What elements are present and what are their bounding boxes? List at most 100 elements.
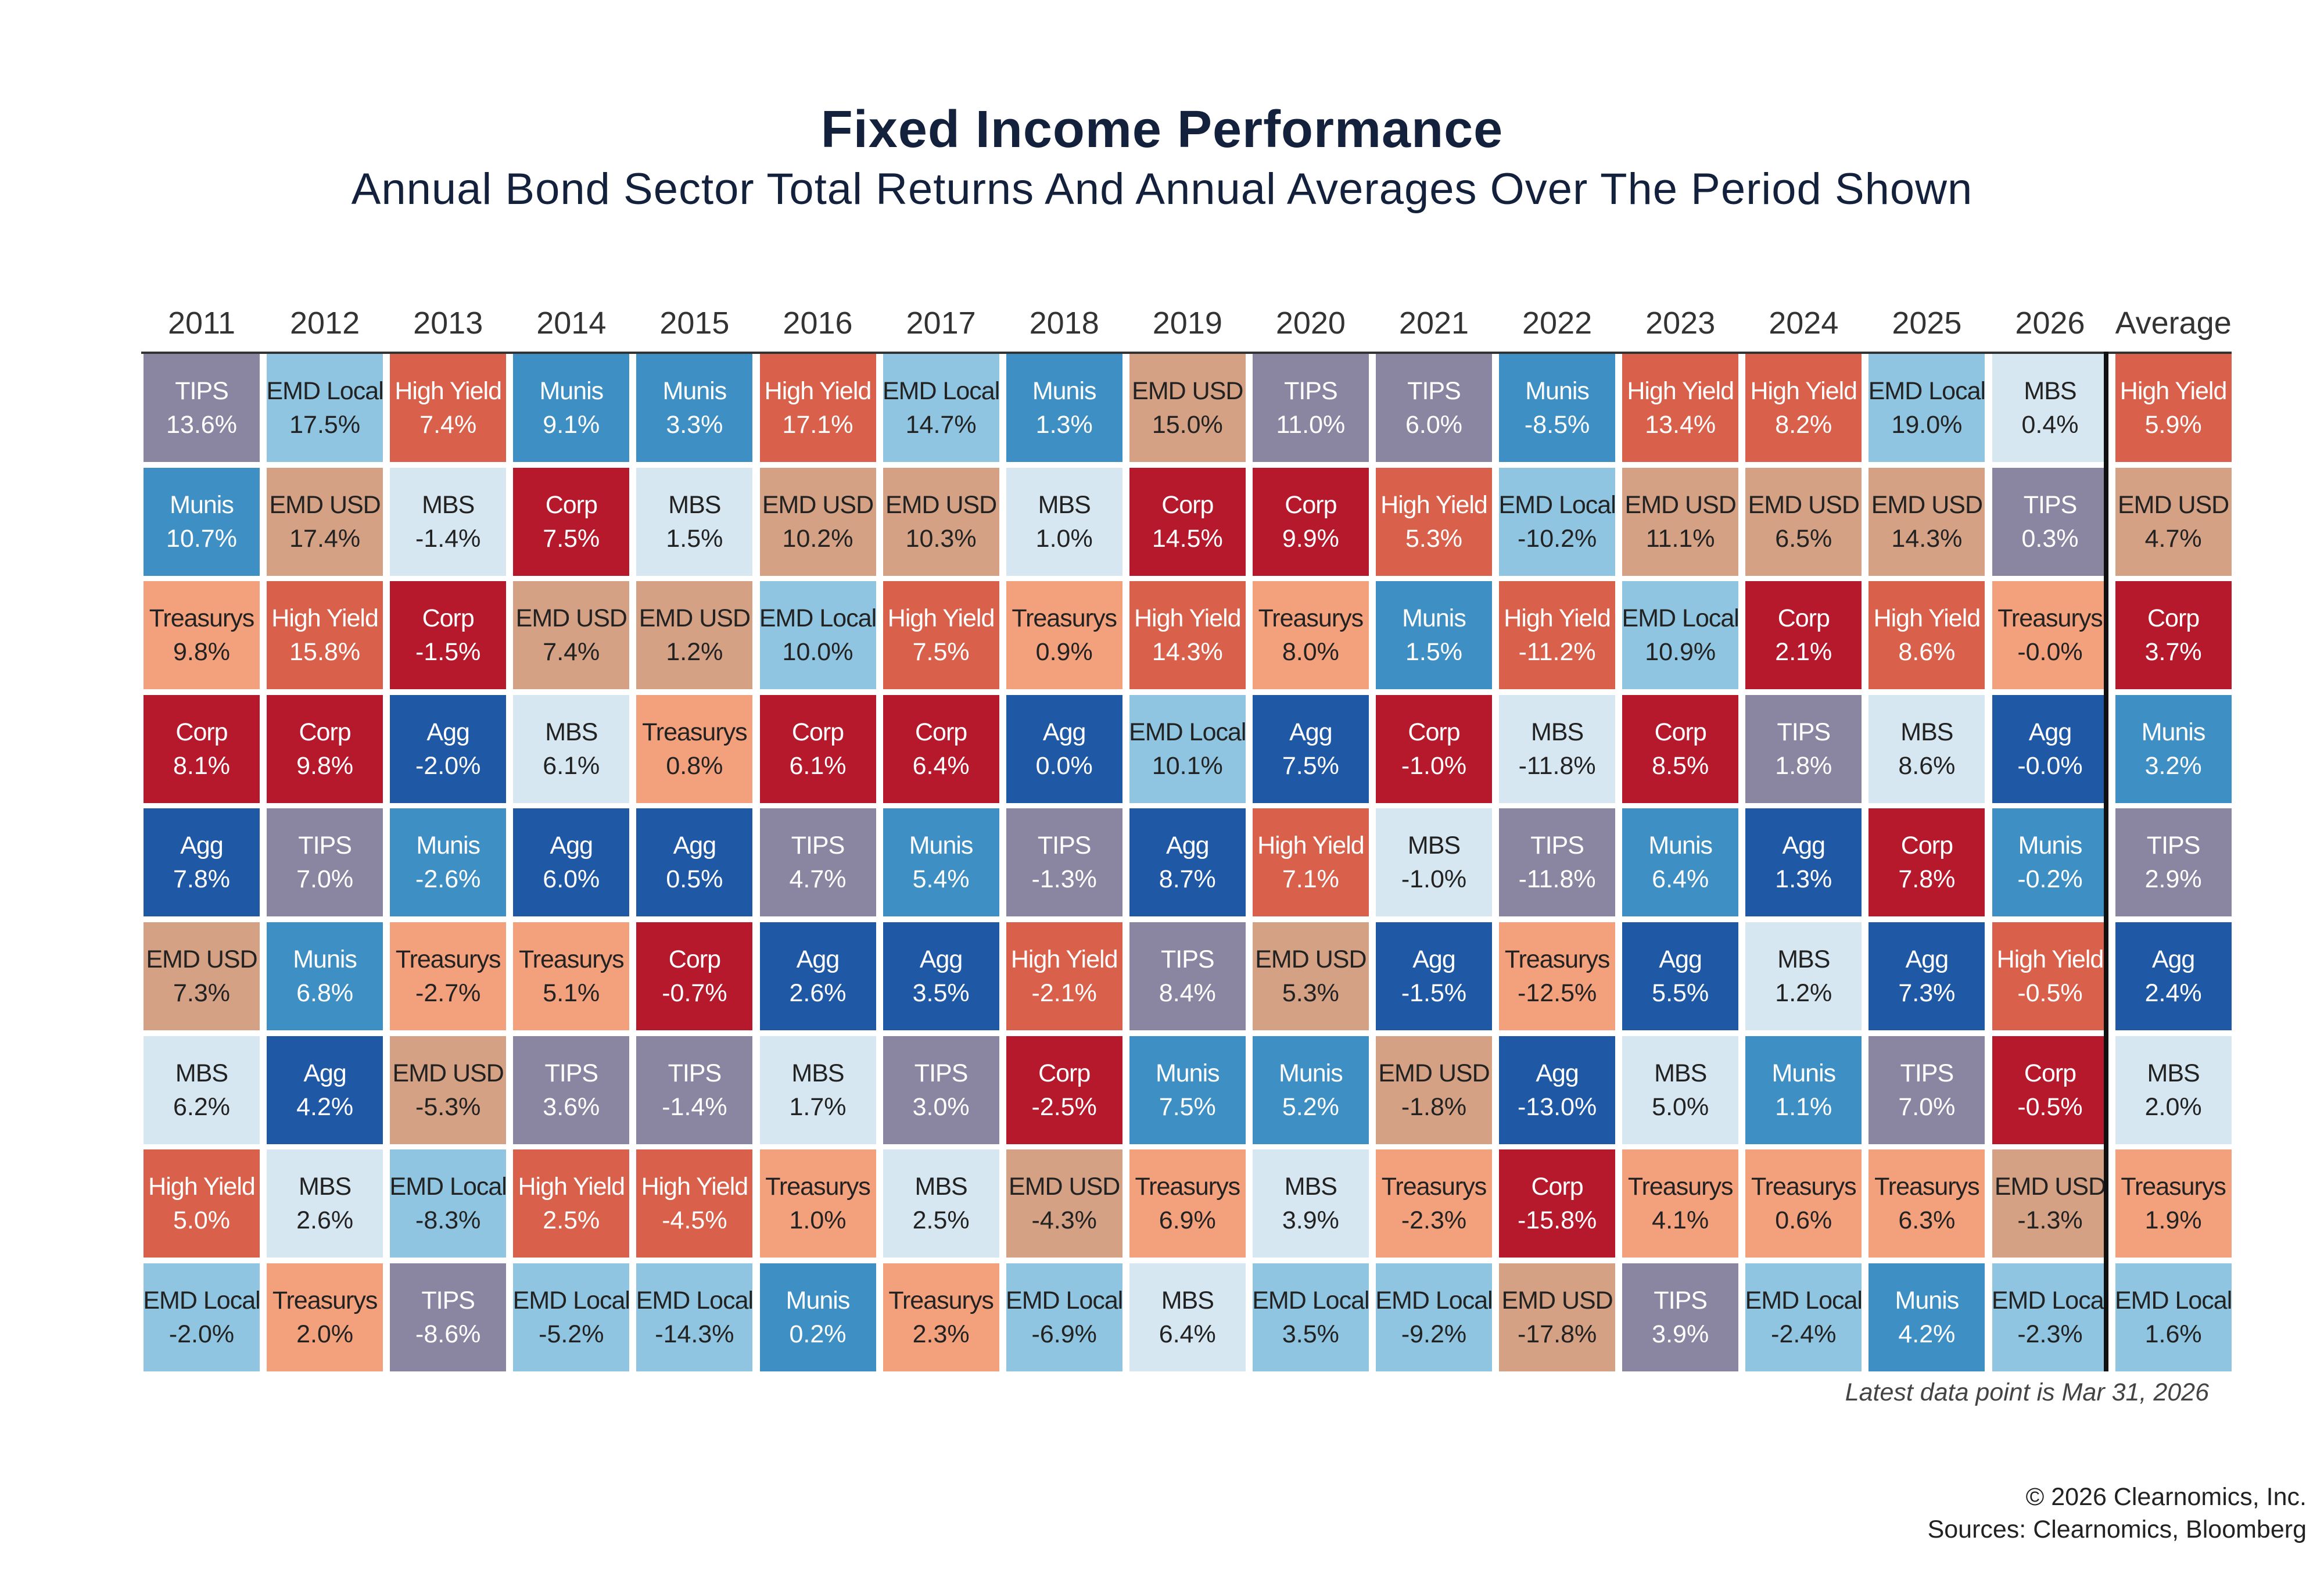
return-value: 1.6% xyxy=(2144,1320,2202,1348)
sector-label: Corp xyxy=(175,718,228,746)
return-cell: Munis -2.6% xyxy=(390,808,507,917)
sector-label: High Yield xyxy=(1380,490,1488,519)
return-value: 5.0% xyxy=(1652,1092,1709,1121)
return-cell: TIPS 3.9% xyxy=(1622,1263,1739,1371)
return-value: 14.7% xyxy=(905,411,977,439)
return-cell: EMD USD 4.7% xyxy=(2115,467,2232,576)
return-cell: TIPS -8.6% xyxy=(390,1263,507,1371)
return-value: 1.3% xyxy=(1035,411,1093,439)
return-value: 1.3% xyxy=(1775,865,1832,894)
return-value: 1.7% xyxy=(789,1092,847,1121)
sector-label: Agg xyxy=(2028,718,2072,746)
return-cell: Treasurys 0.6% xyxy=(1745,1149,1862,1258)
sector-label: EMD USD xyxy=(1255,945,1367,973)
column-header-2023: 2023 xyxy=(1645,306,1716,341)
return-value: -0.2% xyxy=(2017,865,2083,894)
sector-label: Corp xyxy=(914,718,967,746)
column-header-2014: 2014 xyxy=(536,306,607,341)
return-cell: Treasurys -0.0% xyxy=(1992,581,2108,690)
return-cell: TIPS 6.0% xyxy=(1376,354,1492,462)
return-cell: Munis 3.3% xyxy=(636,354,753,462)
sector-label: Corp xyxy=(1531,1173,1583,1201)
return-cell: High Yield -11.2% xyxy=(1499,581,1616,690)
sector-label: High Yield xyxy=(271,604,379,633)
return-value: 7.8% xyxy=(1898,865,1956,894)
sector-label: Agg xyxy=(1042,718,1086,746)
return-cell: EMD Local -6.9% xyxy=(1006,1263,1123,1371)
return-cell: EMD Local -5.2% xyxy=(513,1263,630,1371)
return-value: 4.2% xyxy=(296,1092,354,1121)
sector-label: TIPS xyxy=(1161,945,1215,973)
return-cell: Munis 5.4% xyxy=(883,808,999,917)
return-value: 14.3% xyxy=(1152,638,1223,667)
return-cell: Agg -1.5% xyxy=(1376,922,1492,1030)
return-cell: EMD USD -4.3% xyxy=(1006,1149,1122,1258)
return-value: 15.0% xyxy=(1152,411,1223,439)
return-cell: EMD USD 6.5% xyxy=(1745,467,1862,576)
return-value: 7.3% xyxy=(173,979,230,1007)
return-cell: EMD USD 7.3% xyxy=(144,922,260,1030)
return-value: -2.3% xyxy=(1401,1206,1467,1235)
return-value: 5.2% xyxy=(1282,1092,1339,1121)
return-value: -5.2% xyxy=(539,1320,604,1348)
return-cell: Corp -1.5% xyxy=(390,581,507,690)
return-cell: Agg 2.4% xyxy=(2115,922,2232,1030)
sector-label: EMD Local xyxy=(389,1173,507,1201)
return-value: 17.5% xyxy=(289,411,361,439)
return-cell: EMD USD -5.3% xyxy=(390,1036,507,1144)
return-value: 6.0% xyxy=(543,865,600,894)
return-cell: Corp -15.8% xyxy=(1499,1149,1616,1258)
return-value: -2.7% xyxy=(415,979,481,1007)
return-cell: Treasurys 1.0% xyxy=(759,1149,876,1258)
sector-label: Treasurys xyxy=(149,604,255,633)
return-value: 0.4% xyxy=(2021,411,2079,439)
return-value: -4.3% xyxy=(1031,1206,1097,1235)
sector-label: Treasurys xyxy=(888,1286,994,1314)
return-cell: Corp 14.5% xyxy=(1129,467,1246,576)
sector-label: Corp xyxy=(791,718,844,746)
return-cell: Corp 6.1% xyxy=(759,694,876,803)
return-cell: EMD USD 17.4% xyxy=(267,467,383,576)
return-cell: TIPS -1.3% xyxy=(1006,808,1122,917)
sector-label: Treasurys xyxy=(1997,604,2103,633)
return-cell: Treasurys 2.0% xyxy=(267,1263,383,1371)
return-cell: Munis 1.5% xyxy=(1376,581,1492,690)
return-cell: TIPS -1.4% xyxy=(636,1036,753,1144)
return-value: 0.6% xyxy=(1775,1206,1832,1235)
return-value: 7.5% xyxy=(1282,751,1339,780)
return-cell: EMD Local -9.2% xyxy=(1375,1263,1493,1371)
return-value: 3.6% xyxy=(543,1092,600,1121)
return-cell: Agg 1.3% xyxy=(1745,808,1862,917)
return-value: 7.5% xyxy=(912,638,970,667)
return-value: 3.7% xyxy=(2144,638,2202,667)
sector-label: High Yield xyxy=(1504,604,1611,633)
sector-label: Munis xyxy=(786,1286,851,1314)
return-cell: Agg 5.5% xyxy=(1622,922,1739,1030)
sector-label: EMD Local xyxy=(1375,1286,1493,1314)
sector-label: TIPS xyxy=(791,832,845,860)
sector-label: MBS xyxy=(1284,1173,1337,1201)
sector-label: Treasurys xyxy=(1012,604,1117,633)
sector-label: Munis xyxy=(293,945,357,973)
sector-label: Treasurys xyxy=(642,718,748,746)
sector-label: Munis xyxy=(909,832,974,860)
return-value: 3.5% xyxy=(1282,1320,1339,1348)
return-value: 10.7% xyxy=(166,524,237,553)
column-header-2026: 2026 xyxy=(2015,306,2085,341)
return-value: 4.7% xyxy=(789,865,847,894)
return-value: 8.2% xyxy=(1775,411,1832,439)
sector-label: Munis xyxy=(2141,718,2206,746)
return-value: 5.4% xyxy=(912,865,970,894)
return-cell: Treasurys -2.3% xyxy=(1376,1149,1492,1258)
latest-data-note: Latest data point is Mar 31, 2026 xyxy=(1845,1378,2209,1406)
return-cell: EMD USD 14.3% xyxy=(1868,467,1985,576)
sector-label: Agg xyxy=(1289,718,1333,746)
return-cell: MBS 2.0% xyxy=(2115,1036,2232,1144)
return-cell: MBS 6.2% xyxy=(144,1036,260,1144)
sector-label: Treasurys xyxy=(1627,1173,1734,1201)
sector-label: TIPS xyxy=(668,1059,722,1087)
return-value: 5.3% xyxy=(1282,979,1339,1007)
sector-label: Treasurys xyxy=(765,1173,871,1201)
sector-label: TIPS xyxy=(1037,832,1092,860)
sector-label: TIPS xyxy=(914,1059,969,1087)
